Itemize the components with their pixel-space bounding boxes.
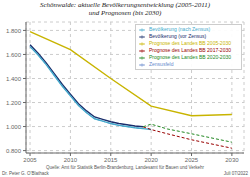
svg-text:1.600: 1.600 (6, 52, 22, 58)
svg-text:2020: 2020 (144, 157, 158, 163)
html-text:Bevölkerung (nach Zensus): Bevölkerung (nach Zensus) (149, 26, 211, 32)
html-text:Juli 07/2022: Juli 07/2022 (223, 170, 248, 176)
html-text:Schönwalde: aktuelle Bevölkeru: Schönwalde: aktuelle Bevölkerungsentwick… (40, 1, 210, 9)
svg-text:1.800: 1.800 (6, 28, 22, 34)
html-text:Zensusfeld: Zensusfeld (149, 61, 174, 67)
svg-text:1.400: 1.400 (6, 76, 22, 82)
html-text:Prognose des Landes BB 2017-20: Prognose des Landes BB 2017-2030 (149, 47, 231, 53)
svg-text:2005: 2005 (23, 157, 37, 163)
html-text:Quelle: Amt für Statistik Berl: Quelle: Amt für Statistik Berlin-Branden… (46, 165, 204, 170)
html-text:Bevölkerung (vor Zensus): Bevölkerung (vor Zensus) (149, 33, 207, 39)
svg-text:1.200: 1.200 (6, 100, 22, 106)
svg-text:2010: 2010 (64, 157, 78, 163)
svg-text:2015: 2015 (104, 157, 118, 163)
svg-text:2025: 2025 (185, 157, 199, 163)
html-text:Dr. Peter G. O’Blathack: Dr. Peter G. O’Blathack (2, 170, 49, 176)
svg-text:2030: 2030 (225, 157, 239, 163)
html-text:und Prognosen (bis 2030): und Prognosen (bis 2030) (88, 9, 162, 17)
svg-text:1.000: 1.000 (6, 124, 22, 130)
html-text:Prognose des Landes BB 2020-20: Prognose des Landes BB 2020-2030 (149, 54, 231, 60)
html-text:Prognose des Landes BB 2005-20: Prognose des Landes BB 2005-2030 (149, 40, 231, 46)
svg-text:0.800: 0.800 (6, 148, 22, 154)
